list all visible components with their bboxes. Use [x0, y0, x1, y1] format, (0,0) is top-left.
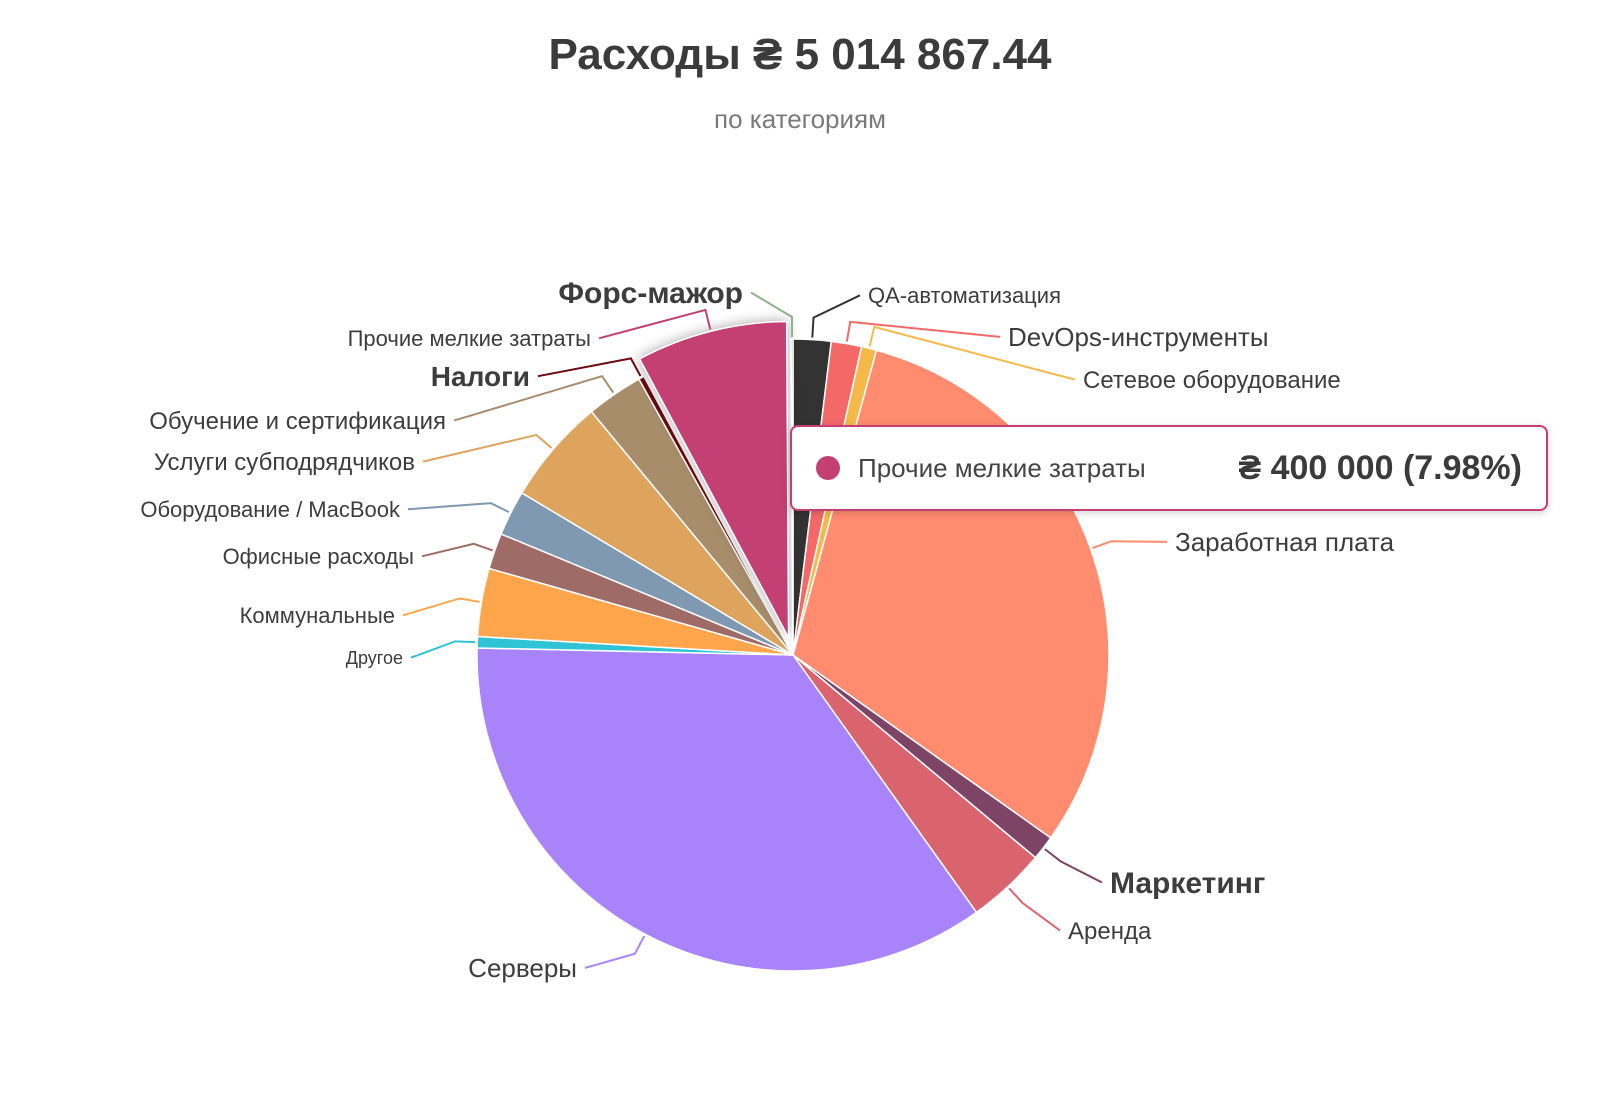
slice-label-2: Сетевое оборудование [1083, 367, 1341, 394]
leader-line-15 [750, 291, 794, 338]
leader-line-13 [537, 357, 642, 378]
tooltip: Прочие мелкие затраты ₴ 400 000 (7.98%) [790, 425, 1548, 511]
slice-label-13: Налоги [431, 361, 530, 392]
tooltip-series-name: Прочие мелкие затраты [858, 452, 1146, 483]
leader-line-12 [453, 374, 615, 422]
pie-slice-13[interactable] [637, 375, 794, 656]
slice-label-9: Офисные расходы [223, 544, 414, 569]
leader-line-7 [410, 640, 476, 659]
slice-label-15: Форс-мажор [558, 277, 743, 310]
tooltip-value: ₴ 400 000 (7.98%) [1238, 448, 1522, 487]
tooltip-color-dot [816, 456, 840, 480]
slice-label-10: Оборудование / MacBook [140, 497, 401, 522]
slice-label-5: Аренда [1068, 918, 1152, 945]
slice-label-0: QA-автоматизация [868, 283, 1061, 308]
leader-line-9 [421, 542, 494, 558]
slice-label-1: DevOps-инструменты [1008, 322, 1269, 352]
leader-line-0 [811, 294, 861, 338]
slice-label-12: Обучение и сертификация [149, 408, 446, 435]
slice-label-4: Маркетинг [1110, 867, 1265, 900]
slice-label-6: Серверы [468, 953, 577, 983]
leader-line-5 [1008, 887, 1061, 932]
leader-line-10 [407, 502, 510, 514]
chart-title: Расходы ₴ 5 014 867.44 [548, 30, 1052, 79]
leader-line-11 [422, 433, 553, 463]
leader-line-3 [1092, 540, 1168, 549]
leader-line-8 [402, 597, 480, 617]
leader-line-4 [1044, 848, 1103, 884]
leader-line-2 [868, 325, 1076, 381]
leader-line-1 [845, 320, 1001, 342]
leader-line-6 [584, 935, 646, 969]
slice-label-14: Прочие мелкие затраты [348, 326, 591, 351]
slice-label-3: Заработная плата [1175, 527, 1395, 557]
pie-slice-6[interactable] [476, 647, 978, 972]
pie-slice-15[interactable] [790, 338, 794, 656]
slice-label-11: Услуги субподрядчиков [154, 449, 415, 476]
chart-subtitle: по категориям [714, 104, 886, 134]
leader-lines-layer [402, 291, 1168, 969]
pie-slice-14[interactable] [638, 320, 790, 638]
leader-line-14 [598, 308, 712, 340]
slice-label-7: Другое [346, 648, 403, 668]
slice-label-8: Коммунальные [240, 603, 395, 628]
slices-layer [476, 320, 1110, 972]
labels-layer: QA-автоматизация DevOps-инструменты Сетево… [140, 277, 1394, 983]
